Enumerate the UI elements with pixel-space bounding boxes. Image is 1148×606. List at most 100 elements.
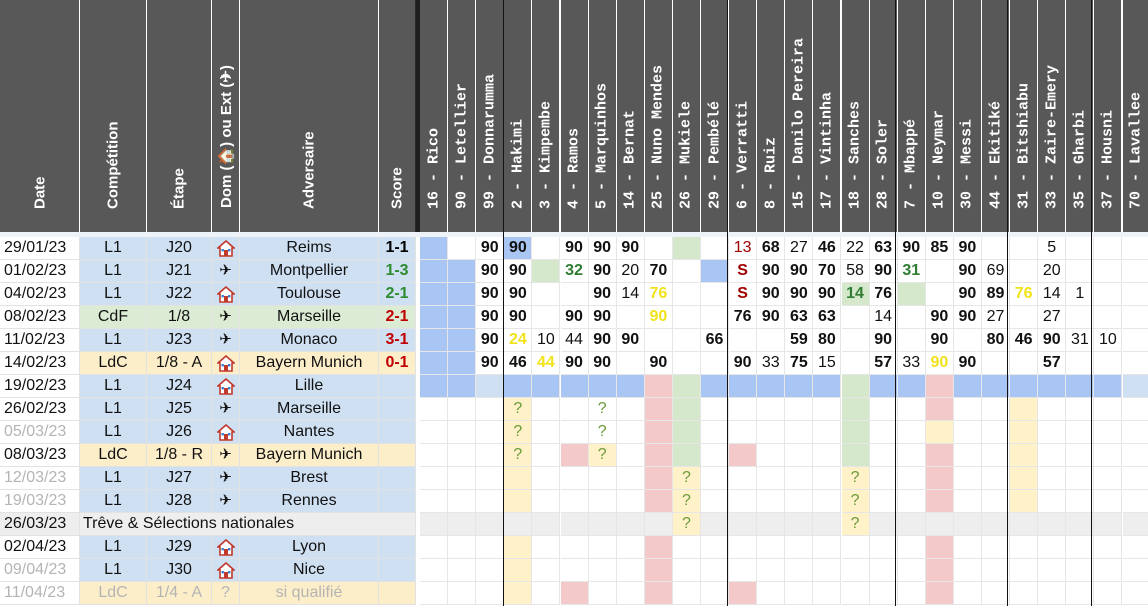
- match-score: [379, 582, 416, 605]
- header-player[interactable]: 99 - Donnarumma: [476, 0, 504, 232]
- header-player[interactable]: 17 - Vintinha: [813, 0, 841, 232]
- player-cell: [672, 352, 701, 375]
- header-player[interactable]: 8 - Ruiz: [757, 0, 785, 232]
- house-icon: [212, 283, 240, 306]
- player-cell: S: [729, 260, 758, 283]
- player-cell: [560, 444, 589, 467]
- player-cell: [925, 582, 954, 605]
- header-player[interactable]: 29 - Pembélé: [701, 0, 729, 232]
- player-cell: [532, 283, 561, 306]
- match-opponent: Bayern Munich: [240, 352, 379, 375]
- player-cell: [841, 559, 870, 582]
- player-cell: 10: [532, 329, 561, 352]
- header-opponent[interactable]: Adversaire: [240, 0, 378, 232]
- player-cell: [757, 513, 786, 536]
- player-cell: [841, 306, 870, 329]
- match-score: 1-3: [379, 260, 416, 283]
- player-cell: [1010, 306, 1039, 329]
- row-separator: [416, 582, 420, 605]
- match-stage: J26: [147, 421, 212, 444]
- match-competition: L1: [80, 260, 147, 283]
- header-stage[interactable]: Étape: [147, 0, 211, 232]
- player-cell: [925, 398, 954, 421]
- group-divider: [503, 0, 504, 606]
- player-cell: [616, 352, 645, 375]
- player-cell: [1122, 237, 1148, 260]
- player-cell: [644, 582, 673, 605]
- match-score: [379, 421, 416, 444]
- header-player[interactable]: 7 - Mbappé: [897, 0, 925, 232]
- header-venue[interactable]: Dom (🏠) ou Ext (✈): [212, 0, 239, 232]
- player-cell: [1038, 490, 1067, 513]
- player-cell: [701, 513, 730, 536]
- match-opponent: Toulouse: [240, 283, 379, 306]
- player-cell: [785, 421, 814, 444]
- player-cell: [1038, 582, 1067, 605]
- match-competition: L1: [80, 421, 147, 444]
- player-cell: [701, 352, 730, 375]
- player-cell: [701, 559, 730, 582]
- header-player[interactable]: 44 - Ekitiké: [982, 0, 1010, 232]
- match-stage: 1/8 - R: [147, 444, 212, 467]
- header-score[interactable]: Score: [379, 0, 419, 232]
- player-cell: [897, 467, 926, 490]
- header-player[interactable]: 6 - Verratti: [729, 0, 757, 232]
- header-player[interactable]: 33 - Zaire-Emery: [1038, 0, 1066, 232]
- header-player[interactable]: 10 - Neymar: [925, 0, 953, 232]
- header-player[interactable]: 37 - Housni: [1094, 0, 1122, 232]
- header-player[interactable]: 35 - Gharbi: [1066, 0, 1094, 232]
- header-player[interactable]: 70 - Lavallee: [1122, 0, 1148, 232]
- row-separator: [416, 375, 420, 398]
- player-cell: [813, 421, 842, 444]
- player-cell: [1066, 444, 1095, 467]
- player-cell: [701, 283, 730, 306]
- header-player[interactable]: 26 - Mukiele: [672, 0, 700, 232]
- player-cell: 90: [588, 283, 617, 306]
- player-cell: [1010, 513, 1039, 536]
- header-competition[interactable]: Compétition: [80, 0, 146, 232]
- player-cell: [953, 513, 982, 536]
- player-cell: 90: [953, 283, 982, 306]
- header-player[interactable]: 16 - Rico: [420, 0, 448, 232]
- match-score: 2-1: [379, 306, 416, 329]
- player-cell: 90: [588, 237, 617, 260]
- player-cell: [869, 467, 898, 490]
- player-cell: [420, 421, 449, 444]
- header-player[interactable]: 15 - Danilo Pereira: [785, 0, 813, 232]
- header-competition-label: Compétition: [104, 121, 122, 210]
- player-cell: [757, 582, 786, 605]
- player-cell: [476, 375, 505, 398]
- header-player[interactable]: 31 - Bitshiabu: [1010, 0, 1038, 232]
- player-name: 30 - Messi: [958, 118, 976, 209]
- player-cell: [1010, 398, 1039, 421]
- player-cell: 70: [813, 260, 842, 283]
- header-date[interactable]: Date: [0, 0, 79, 232]
- player-cell: [448, 375, 477, 398]
- header-player[interactable]: 18 - Sanches: [841, 0, 869, 232]
- header-player[interactable]: 25 - Nuno Mendes: [644, 0, 672, 232]
- player-cell: [476, 559, 505, 582]
- header-player[interactable]: 28 - Soler: [869, 0, 897, 232]
- player-cell: [729, 536, 758, 559]
- player-cell: 76: [644, 283, 673, 306]
- player-cell: [757, 444, 786, 467]
- header-player[interactable]: 90 - Letellier: [448, 0, 476, 232]
- player-cell: [757, 329, 786, 352]
- player-cell: 14: [869, 306, 898, 329]
- header-player[interactable]: 5 - Marquinhos: [588, 0, 616, 232]
- player-cell: [1010, 536, 1039, 559]
- header-player[interactable]: 3 - Kimpembe: [532, 0, 560, 232]
- player-cell: [897, 329, 926, 352]
- header-player[interactable]: 2 - Hakimi: [504, 0, 532, 232]
- header-player[interactable]: 4 - Ramos: [560, 0, 588, 232]
- player-cell: [448, 421, 477, 444]
- header-player[interactable]: 14 - Bernat: [616, 0, 644, 232]
- player-name: 4 - Ramos: [565, 127, 583, 209]
- match-competition: L1: [80, 375, 147, 398]
- match-stage: J23: [147, 329, 212, 352]
- header-gap: [0, 232, 1148, 237]
- player-cell: [982, 421, 1011, 444]
- header-player[interactable]: 30 - Messi: [953, 0, 981, 232]
- player-cell: [982, 536, 1011, 559]
- player-name: 33 - Zaire-Emery: [1043, 64, 1061, 209]
